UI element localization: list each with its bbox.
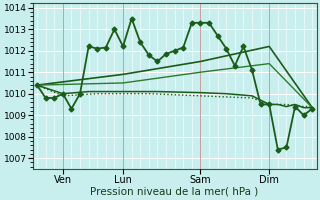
X-axis label: Pression niveau de la mer( hPa ): Pression niveau de la mer( hPa ) [91,187,259,197]
